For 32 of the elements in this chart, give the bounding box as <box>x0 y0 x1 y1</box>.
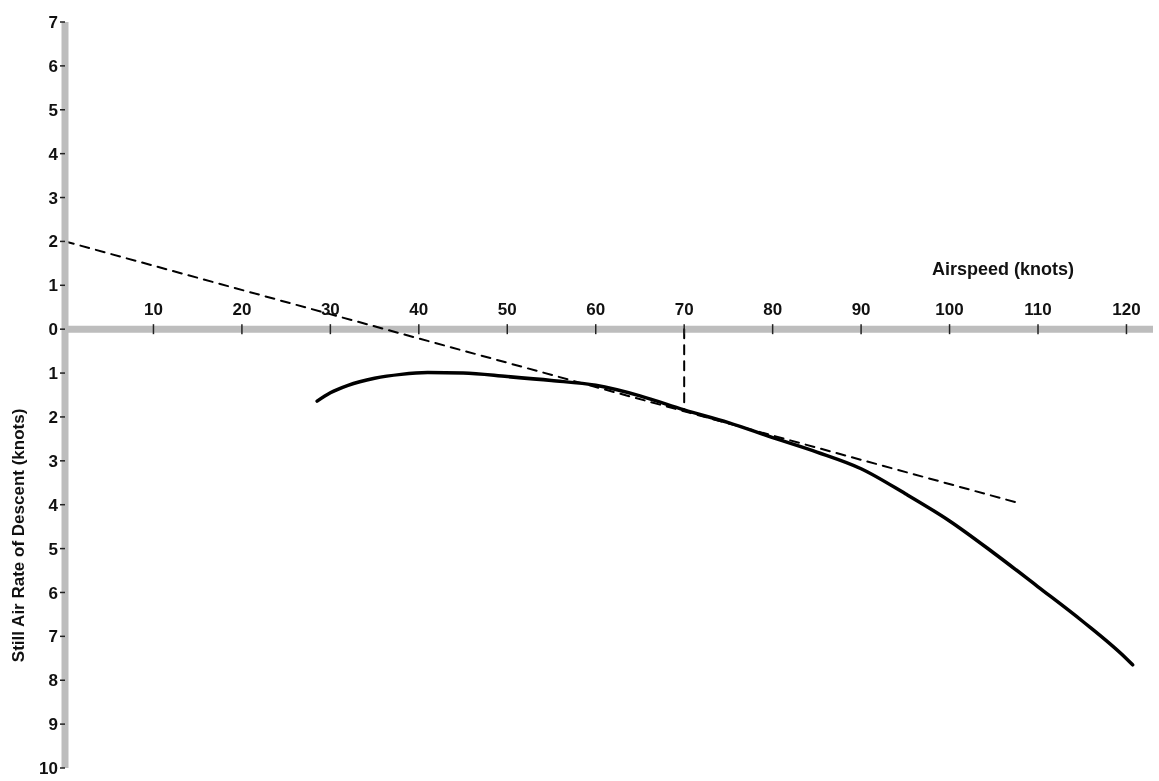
y-tick-label: 4 <box>48 144 59 164</box>
y-tick-label: 3 <box>48 451 58 471</box>
x-tick-label: 80 <box>763 300 783 320</box>
y-tick-label: 10 <box>39 759 58 779</box>
x-tick-label: 70 <box>674 300 694 320</box>
y-tick-label: 0 <box>48 320 58 340</box>
y-tick-label: 8 <box>48 671 58 691</box>
y-tick-label: 9 <box>48 715 58 735</box>
x-tick-label: 50 <box>497 300 517 320</box>
x-tick-label: 20 <box>232 300 252 320</box>
x-tick-label: 30 <box>320 300 340 320</box>
y-tick-label: 1 <box>48 276 58 296</box>
y-tick-label: 2 <box>48 232 58 252</box>
y-axis-title: Still Air Rate of Descent (knots) <box>9 408 28 663</box>
y-tick-label: 5 <box>48 100 58 120</box>
y-tick-label: 7 <box>48 627 58 647</box>
x-tick-label: 110 <box>1024 300 1052 320</box>
y-tick-label: 7 <box>48 13 58 33</box>
y-tick-label: 6 <box>48 56 58 76</box>
y-tick-label: 6 <box>48 583 58 603</box>
x-tick-label: 60 <box>586 300 606 320</box>
x-tick-label: 10 <box>143 300 163 320</box>
x-tick-label: 100 <box>935 300 964 320</box>
y-tick-label: 2 <box>48 407 58 427</box>
y-tick-label: 1 <box>48 364 58 384</box>
x-axis-title: Airspeed (knots) <box>931 259 1074 281</box>
y-tick-label: 3 <box>48 188 58 208</box>
y-tick-label: 4 <box>48 495 59 515</box>
x-tick-label: 120 <box>1112 300 1141 320</box>
x-tick-label: 90 <box>851 300 871 320</box>
x-tick-label: 40 <box>409 300 429 320</box>
y-tick-label: 5 <box>48 539 58 559</box>
